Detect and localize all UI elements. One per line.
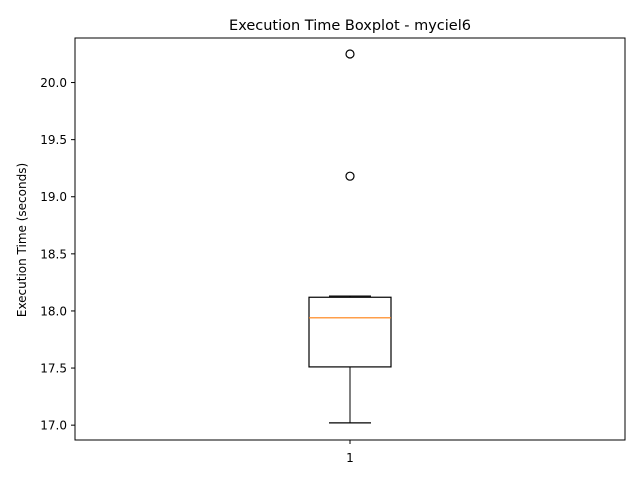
y-axis-label: Execution Time (seconds) — [15, 163, 29, 317]
outlier-point — [345, 171, 355, 181]
outlier-point — [345, 49, 355, 59]
plot-marks — [308, 49, 392, 424]
y-tick-label: 20.0 — [40, 76, 67, 90]
y-axis-ticks: 17.0 17.5 18.0 18.5 19.0 19.5 20.0 — [40, 76, 75, 433]
x-tick-label: 1 — [346, 451, 354, 465]
y-tick-label: 17.0 — [40, 419, 67, 433]
chart-title: Execution Time Boxplot - myciel6 — [229, 18, 471, 34]
y-tick-label: 18.0 — [40, 304, 67, 318]
y-tick-label: 18.5 — [40, 247, 67, 261]
x-axis-ticks: 1 — [346, 440, 354, 465]
y-tick-label: 19.5 — [40, 133, 67, 147]
plot-frame — [74, 37, 626, 441]
y-tick-label: 19.0 — [40, 190, 67, 204]
interquartile-box — [308, 296, 392, 368]
y-tick-label: 17.5 — [40, 362, 67, 376]
